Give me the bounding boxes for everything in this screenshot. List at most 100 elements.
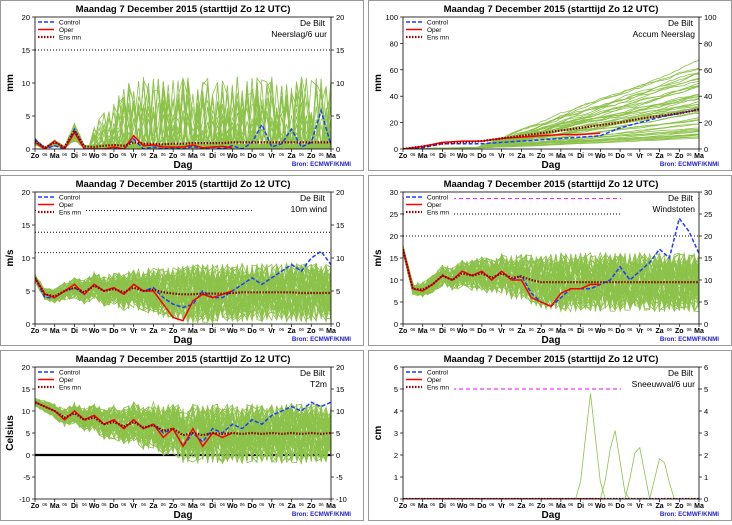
x-subtick-label: 06 [627, 502, 633, 507]
x-tick-label: Vr [636, 153, 643, 160]
y-tick-label: 20 [390, 119, 398, 128]
x-tick-label: Wo [227, 153, 238, 160]
y-tick-label: 0 [336, 320, 340, 329]
x-tick-label: Vr [636, 328, 643, 335]
y-tick-label: 100 [385, 13, 398, 22]
y-tick-label: 15 [22, 385, 30, 394]
x-subtick-label: 06 [299, 502, 305, 507]
y-tick-label: 10 [390, 276, 398, 285]
y-tick-label: 15 [22, 46, 30, 55]
x-tick-label: Do [615, 503, 624, 510]
x-tick-label: Do [109, 153, 118, 160]
y-tick-label: 3 [394, 429, 398, 438]
x-subtick-label: 06 [548, 327, 554, 332]
x-tick-label: Di [209, 328, 216, 335]
panel-wind: Maandag 7 December 2015 (starttijd Zo 12… [0, 175, 364, 346]
x-tick-label: Di [439, 153, 446, 160]
legend-label: Ens mn [59, 385, 81, 392]
x-tick-label: Di [577, 503, 584, 510]
x-subtick-label: 06 [62, 327, 68, 332]
x-tick-label: Vr [636, 503, 643, 510]
x-subtick-label: 06 [319, 502, 325, 507]
series-line-oper [35, 131, 233, 149]
plot-frame [402, 16, 700, 150]
parameter-label: 10m wind [291, 204, 328, 214]
y-tick-label: 4 [394, 407, 398, 416]
y-tick-label: 0 [394, 145, 398, 154]
x-subtick-label: 06 [470, 152, 476, 157]
x-tick-label: Di [577, 328, 584, 335]
y-tick-label: 1 [704, 473, 708, 482]
x-subtick-label: 06 [470, 327, 476, 332]
y-tick-label: 80 [390, 39, 398, 48]
y-tick-label: 20 [704, 232, 712, 241]
y-axis-label: m/s [373, 249, 384, 267]
x-tick-label: Di [71, 503, 78, 510]
y-tick-label: 25 [390, 210, 398, 219]
x-subtick-label: 06 [141, 152, 147, 157]
chart-title: Maandag 7 December 2015 (starttijd Zo 12… [444, 4, 659, 15]
legend-label: Oper [59, 202, 74, 209]
x-tick-label: Zo [307, 153, 316, 160]
x-tick-label: Ma [326, 503, 336, 510]
ensemble-member-line [35, 400, 331, 463]
y-tick-label: 5 [26, 112, 30, 121]
x-axis-label: Dag [174, 160, 193, 170]
x-subtick-label: 06 [568, 152, 574, 157]
y-tick-label: 5 [26, 287, 30, 296]
y-tick-label: 20 [22, 13, 30, 22]
y-tick-label: 0 [26, 320, 30, 329]
x-subtick-label: 06 [220, 327, 226, 332]
y-tick-label: 0 [26, 145, 30, 154]
x-subtick-label: 06 [529, 502, 535, 507]
x-tick-label: Ma [418, 328, 428, 335]
legend-label: Ens mn [427, 210, 449, 217]
ensemble-members [403, 216, 699, 313]
x-subtick-label: 06 [647, 502, 653, 507]
y-tick-label: 20 [22, 188, 30, 197]
info-box [621, 193, 698, 216]
station-label: De Bilt [668, 18, 694, 28]
y-tick-label: 0 [336, 451, 340, 460]
ensemble-member-line [403, 430, 699, 499]
x-axis-label: Dag [542, 335, 561, 345]
x-axis-label: Dag [174, 335, 193, 345]
y-tick-label: 40 [390, 92, 398, 101]
station-label: De Bilt [668, 193, 694, 203]
x-tick-label: Vr [498, 328, 505, 335]
x-subtick-label: 06 [240, 327, 246, 332]
chart-sneeuw: Maandag 7 December 2015 (starttijd Zo 12… [373, 354, 719, 521]
chart-title: Maandag 7 December 2015 (starttijd Zo 12… [76, 354, 291, 365]
legend-label: Oper [427, 27, 442, 34]
x-subtick-label: 06 [687, 152, 693, 157]
x-tick-label: Ma [326, 328, 336, 335]
x-tick-label: Wo [227, 503, 238, 510]
ensemble-member-line [35, 400, 331, 464]
x-tick-label: Ma [418, 153, 428, 160]
x-tick-label: Wo [457, 503, 468, 510]
y-tick-label: 5 [394, 385, 398, 394]
x-subtick-label: 06 [667, 327, 673, 332]
x-subtick-label: 06 [489, 152, 495, 157]
x-tick-label: Za [517, 503, 525, 510]
source-credit: Bron: ECMWF/KNMI [660, 511, 719, 518]
legend-label: Ens mn [427, 35, 449, 42]
y-tick-label: -5 [336, 473, 343, 482]
x-subtick-label: 06 [200, 327, 206, 332]
panel-sneeuw: Maandag 7 December 2015 (starttijd Zo 12… [368, 350, 732, 521]
x-subtick-label: 06 [410, 327, 416, 332]
y-tick-label: 10 [22, 407, 30, 416]
series-line-ens-mn [35, 277, 331, 298]
x-tick-label: Wo [457, 328, 468, 335]
x-subtick-label: 06 [568, 502, 574, 507]
x-subtick-label: 06 [259, 327, 265, 332]
x-subtick-label: 06 [548, 152, 554, 157]
x-subtick-label: 06 [529, 327, 535, 332]
ensemble-member-line [403, 133, 699, 149]
x-tick-label: Di [209, 503, 216, 510]
x-tick-label: Ma [556, 503, 566, 510]
x-subtick-label: 06 [319, 327, 325, 332]
x-tick-label: Vr [130, 328, 137, 335]
x-tick-label: Ma [188, 328, 198, 335]
